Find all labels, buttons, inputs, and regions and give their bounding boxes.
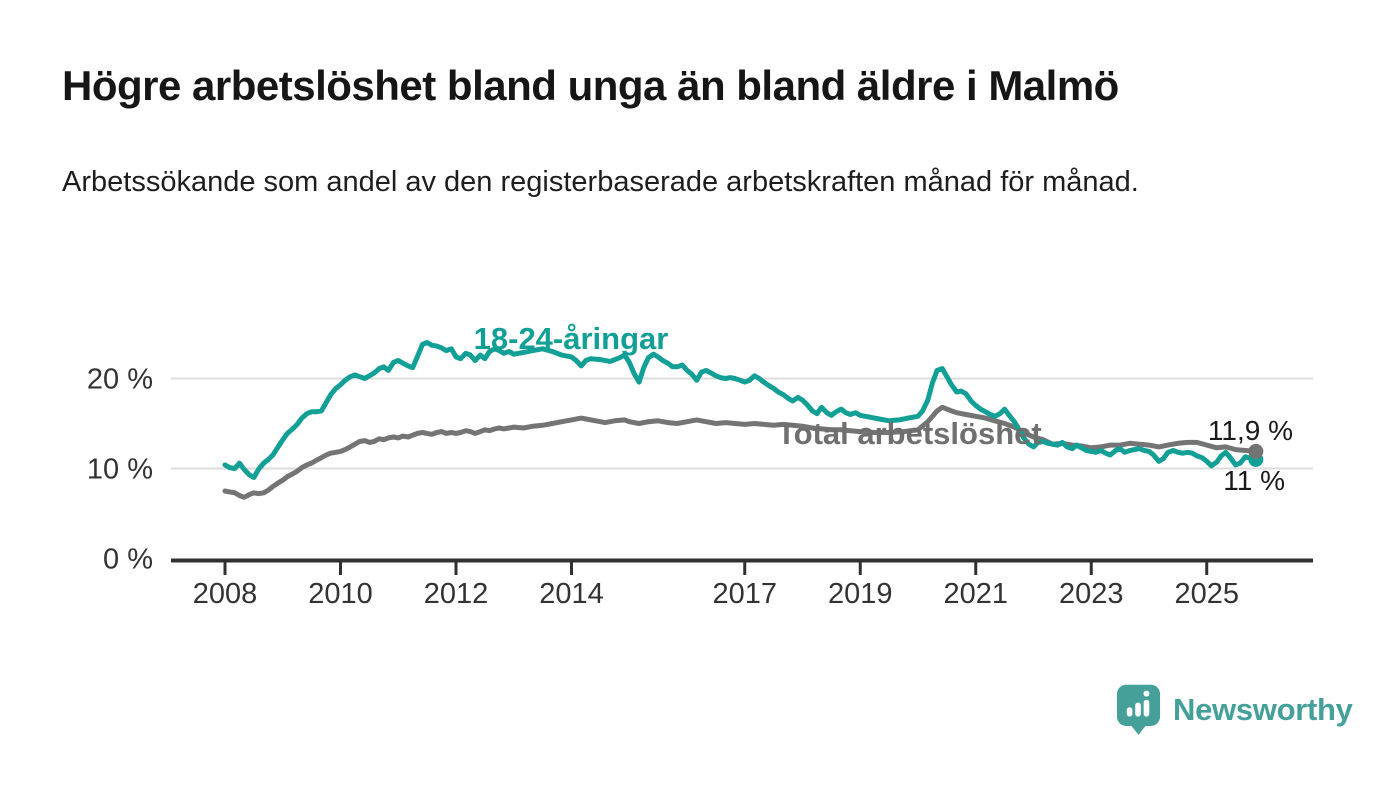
series-label-total: Total arbetslöshet: [777, 416, 1042, 451]
page-title: Högre arbetslöshet bland unga än bland ä…: [62, 62, 1119, 109]
x-tick-label: 2017: [712, 578, 777, 610]
series-label-youth: 18-24-åringar: [474, 321, 669, 356]
series-line-total: [222, 404, 1259, 500]
y-tick-label: 10 %: [87, 454, 153, 486]
x-tick-label: 2014: [539, 578, 604, 610]
end-value-label-total: 11,9 %: [1208, 415, 1293, 446]
y-tick-label: 0 %: [103, 544, 153, 576]
page-subtitle: Arbetssökande som andel av den registerb…: [62, 166, 1139, 198]
x-tick-label: 2025: [1174, 578, 1239, 610]
series-end-dot-total: [1248, 443, 1264, 459]
x-tick-label: 2008: [193, 578, 258, 610]
series-line-youth: [222, 340, 1259, 480]
bar-chart-speech-bubble-icon: [1116, 684, 1161, 735]
x-tick-label: 2012: [424, 578, 489, 610]
newsworthy-logo[interactable]: Newsworthy: [1116, 684, 1353, 735]
x-tick-label: 2021: [943, 578, 1008, 610]
brand-name: Newsworthy: [1173, 692, 1353, 727]
end-value-label-youth: 11 %: [1223, 465, 1285, 496]
x-tick-label: 2010: [308, 578, 373, 610]
y-tick-label: 20 %: [87, 364, 153, 396]
x-tick-label: 2019: [828, 578, 893, 610]
x-tick-label: 2023: [1059, 578, 1124, 610]
